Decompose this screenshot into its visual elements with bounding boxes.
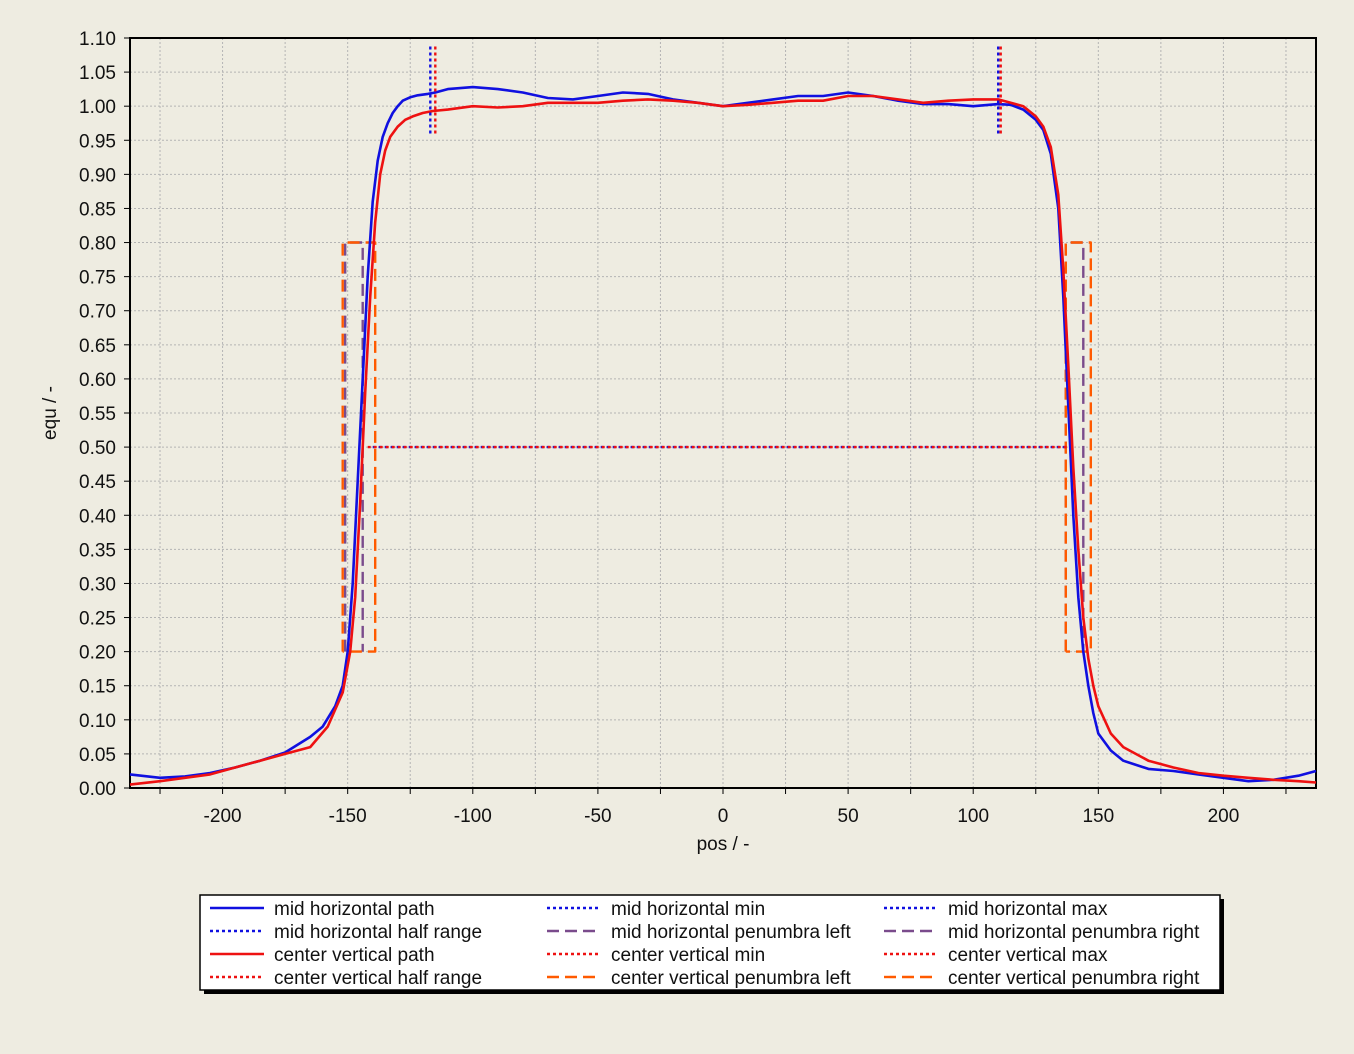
legend-label: center vertical path [274,945,435,966]
y-tick-label: 0.45 [79,472,116,493]
legend-item: center vertical min [547,945,765,966]
y-tick-label: 0.05 [79,745,116,766]
y-tick-label: 1.00 [79,97,116,118]
y-tick-label: 0.80 [79,234,116,255]
series-line-center-vertical-penumbra-left [341,241,377,653]
y-tick-label: 0.95 [79,131,116,152]
y-tick-label: 0.15 [79,677,116,698]
y-axis-label: equ / - [40,386,61,440]
x-tick-label: 50 [838,806,859,827]
y-tick-label: 0.10 [79,711,116,732]
legend-item: center vertical penumbra left [547,968,851,989]
legend: mid horizontal path mid horizontal min mid… [199,894,1224,994]
legend-item: mid horizontal penumbra right [884,922,1200,943]
y-tick-label: 0.75 [79,268,116,289]
legend-label: mid horizontal min [611,899,765,920]
y-tick-label: 0.70 [79,302,116,323]
legend-label: mid horizontal half range [274,922,482,943]
legend-label: mid horizontal max [948,899,1108,920]
legend-item: mid horizontal min [547,899,765,920]
y-tick-label: 0.40 [79,506,116,527]
x-axis-label: pos / - [697,834,750,855]
y-tick-label: 0.65 [79,336,116,357]
x-tick-label: -50 [584,806,611,827]
legend-item: mid horizontal half range [210,922,482,943]
legend-label: center vertical half range [274,968,482,989]
x-tick-label: 200 [1208,806,1240,827]
x-tick-label: 100 [957,806,989,827]
legend-label: center vertical penumbra right [948,968,1200,989]
x-tick-label: 0 [718,806,729,827]
series-layer [129,44,1317,786]
y-tick-label: 0.85 [79,199,116,220]
y-tick-label: 1.10 [79,29,116,50]
legend-label: mid horizontal path [274,899,435,920]
legend-item: mid horizontal penumbra left [547,922,851,943]
x-tick-label: -150 [329,806,367,827]
y-tick-label: 0.00 [79,779,116,800]
y-tick-label: 0.30 [79,574,116,595]
y-tick-label: 0.50 [79,438,116,459]
y-tick-label: 0.25 [79,609,116,630]
legend-item: center vertical penumbra right [884,968,1200,989]
legend-label: center vertical min [611,945,765,966]
y-tick-label: 1.05 [79,63,116,84]
legend-item: mid horizontal path [210,899,435,920]
y-tick-label: 0.20 [79,643,116,664]
legend-label: center vertical max [948,945,1108,966]
y-tick-label: 0.60 [79,370,116,391]
legend-item: center vertical half range [210,968,482,989]
axis-ticks: -200 -150 -100 -50 0 50 100 150 200 0.00 0.05 0.10 0… [79,29,1287,827]
x-tick-label: 150 [1082,806,1114,827]
legend-item: mid horizontal max [884,899,1108,920]
legend-label: mid horizontal penumbra left [611,922,851,943]
x-tick-label: -100 [454,806,492,827]
legend-label: center vertical penumbra left [611,968,851,989]
x-tick-label: -200 [204,806,242,827]
legend-item: center vertical path [210,945,435,966]
series-line-center-vertical-path [129,94,1317,786]
y-tick-label: 0.55 [79,404,116,425]
y-tick-label: 0.35 [79,540,116,561]
legend-label: mid horizontal penumbra right [948,922,1200,943]
grid [130,38,1316,788]
legend-item: center vertical max [884,945,1108,966]
y-tick-label: 0.90 [79,165,116,186]
